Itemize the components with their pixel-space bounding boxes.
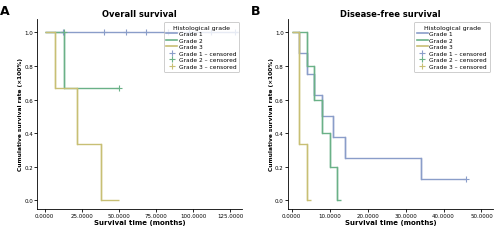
- Text: B: B: [251, 5, 260, 18]
- X-axis label: Survival time (months): Survival time (months): [94, 219, 186, 225]
- Y-axis label: Cumulative survival rate (×100%): Cumulative survival rate (×100%): [18, 58, 23, 171]
- Title: Overall survival: Overall survival: [102, 10, 177, 19]
- Title: Disease-free survival: Disease-free survival: [340, 10, 440, 19]
- X-axis label: Survival time (months): Survival time (months): [344, 219, 436, 225]
- Y-axis label: Cumulative survival rate (×100%): Cumulative survival rate (×100%): [268, 58, 274, 171]
- Legend: Grade 1, Grade 2, Grade 3, Grade 1 – censored, Grade 2 – censored, Grade 3 – cen: Grade 1, Grade 2, Grade 3, Grade 1 – cen…: [414, 23, 490, 73]
- Text: A: A: [0, 5, 10, 18]
- Legend: Grade 1, Grade 2, Grade 3, Grade 1 – censored, Grade 2 – censored, Grade 3 – cen: Grade 1, Grade 2, Grade 3, Grade 1 – cen…: [164, 23, 240, 73]
